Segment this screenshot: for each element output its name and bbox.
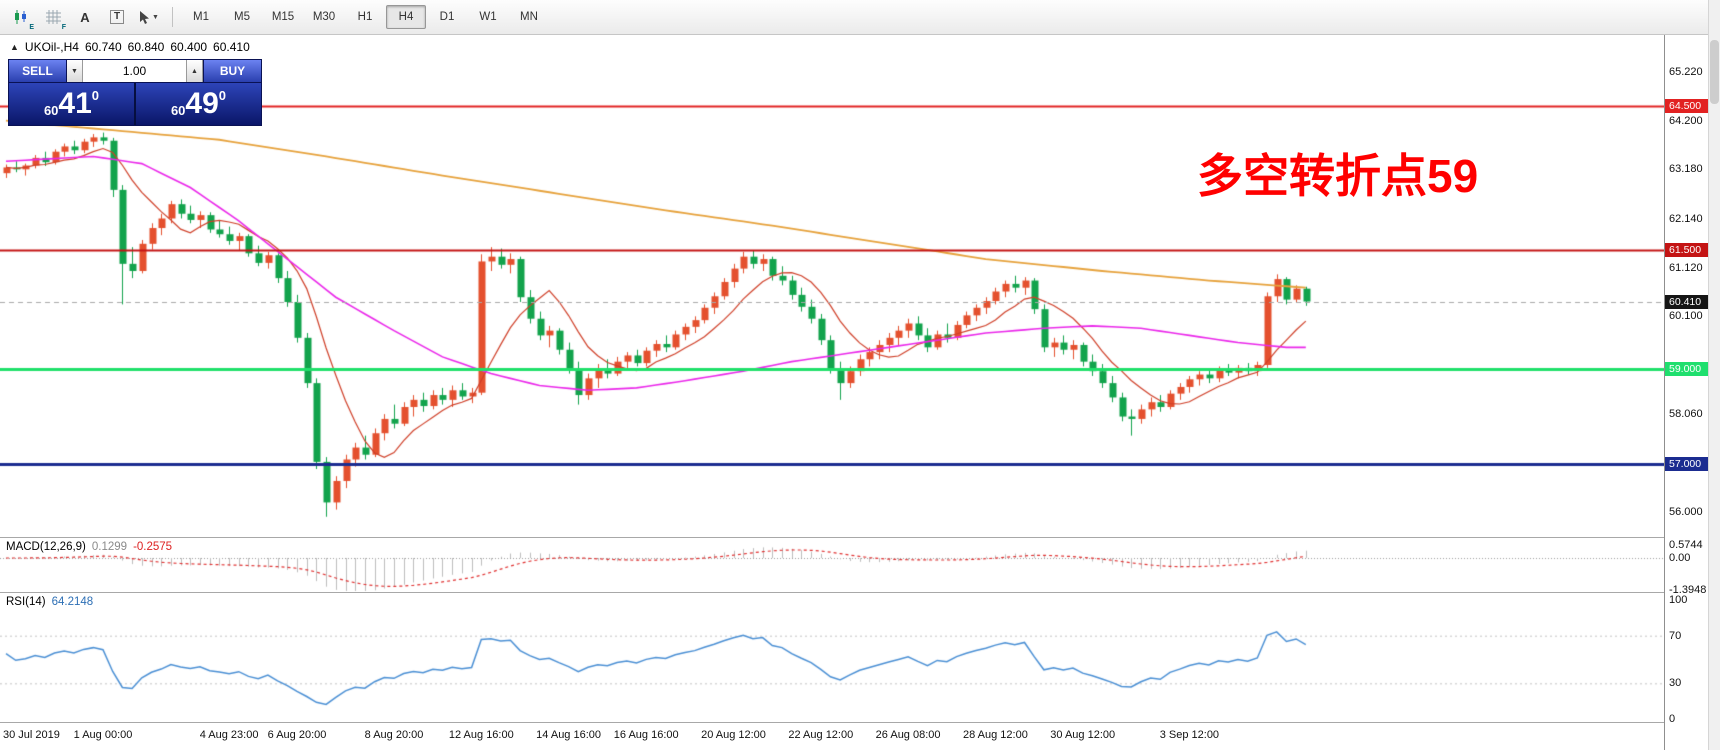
scrollbar-thumb[interactable] [1710, 40, 1719, 104]
buy-button[interactable]: BUY [203, 60, 261, 82]
time-label: 8 Aug 20:00 [364, 729, 424, 741]
volume-input[interactable]: 1.00 [83, 60, 187, 82]
timeframe-button-m30[interactable]: M30 [312, 11, 336, 23]
ohlc-high: 60.840 [127, 40, 165, 54]
time-label: 12 Aug 16:00 [448, 729, 514, 741]
time-label: 4 Aug 23:00 [199, 729, 259, 741]
volume-decrease-button[interactable]: ▼ [67, 60, 83, 82]
time-label: 30 Jul 2019 [3, 729, 60, 741]
price-chart-canvas[interactable] [0, 0, 1664, 750]
candles-glyph [15, 10, 26, 24]
vertical-scrollbar[interactable] [1708, 0, 1720, 750]
bid-price-display[interactable]: 60 41 0 [9, 83, 136, 125]
symbol-period-label: UKOil-,H4 [24, 40, 79, 54]
bid-pips: 41 [58, 87, 92, 120]
timeframe-button-m5[interactable]: M5 [234, 11, 250, 23]
price-axis[interactable]: 65.220 64.200 63.180 62.140 61.120 60.100 58.0… [1665, 0, 1708, 750]
chart-ohlc-header: ▲ UKOil-,H4 60.740 60.840 60.400 60.410 [10, 40, 250, 54]
timeframe-bar: M1 M5 M15 M30 H1 H4 D1 W1 MN [181, 5, 549, 29]
collapse-panel-icon[interactable]: ▲ [10, 42, 19, 52]
grid-icon-sub: F [61, 24, 66, 31]
macd-tick-label: 0.00 [1669, 552, 1691, 564]
price-tick-label: 64.200 [1669, 114, 1703, 127]
price-tick-label: 58.060 [1669, 407, 1703, 420]
grid-icon[interactable]: F [38, 3, 68, 31]
toolbar-separator [172, 7, 173, 27]
time-axis-separator [0, 722, 1708, 723]
price-badge-59.000: 59.000 [1665, 361, 1708, 376]
ohlc-open: 60.740 [84, 40, 122, 54]
volume-increase-button[interactable]: ▲ [187, 60, 203, 82]
price-tick-label: 60.100 [1669, 310, 1703, 323]
macd-name: MACD(12,26,9) [6, 541, 86, 553]
macd-main-value: 0.1299 [91, 541, 128, 553]
time-label: 26 Aug 08:00 [875, 729, 941, 741]
time-label: 3 Sep 12:00 [1159, 729, 1220, 741]
timeframe-button-m15[interactable]: M15 [271, 11, 295, 23]
time-label: 22 Aug 12:00 [788, 729, 854, 741]
rsi-value: 64.2148 [51, 596, 94, 608]
ask-big-figure: 60 [170, 103, 186, 118]
ohlc-close: 60.410 [213, 40, 250, 54]
dropdown-caret-icon: ▼ [152, 13, 159, 21]
cursor-tool-icon[interactable]: ▼ [134, 3, 164, 31]
ask-price-display[interactable]: 60 49 0 [136, 83, 261, 125]
timeframe-button-m1[interactable]: M1 [193, 11, 209, 23]
indicators-icon[interactable]: E [6, 3, 36, 31]
pane-separator-macd[interactable] [0, 537, 1708, 538]
timeframe-button-d1[interactable]: D1 [439, 11, 455, 23]
time-label: 14 Aug 16:00 [536, 729, 602, 741]
time-label: 20 Aug 12:00 [701, 729, 766, 741]
rsi-tick-label: 30 [1669, 677, 1682, 690]
price-tick-label: 61.120 [1669, 261, 1703, 274]
price-badge-64.500: 64.500 [1665, 99, 1708, 114]
macd-signal-value: -0.2575 [133, 541, 173, 553]
time-label: 6 Aug 20:00 [267, 729, 327, 741]
time-label: 16 Aug 16:00 [613, 729, 679, 741]
price-badge-61.500: 61.500 [1665, 242, 1708, 257]
rsi-tick-label: 70 [1669, 629, 1682, 642]
text-label-glyph: A [80, 9, 90, 25]
rsi-name: RSI(14) [6, 596, 46, 608]
toolbar: E F A T ▼ M1 M5 M15 M30 H1 H4 D1 W1 MN [0, 0, 1720, 35]
rsi-pane-label: RSI(14) 64.2148 [6, 596, 93, 608]
time-label: 1 Aug 00:00 [73, 729, 133, 741]
price-tick-label: 62.140 [1669, 212, 1703, 225]
rsi-tick-label: 0 [1669, 713, 1676, 725]
time-label: 28 Aug 12:00 [962, 729, 1028, 741]
one-click-trade-panel: SELL ▼ 1.00 ▲ BUY 60 41 0 60 49 0 [8, 59, 262, 126]
text-box-icon[interactable]: T [102, 3, 132, 31]
text-box-glyph: T [109, 10, 125, 24]
time-axis[interactable]: 30 Jul 2019 1 Aug 00:00 4 Aug 23:00 6 Aug 2… [0, 723, 1664, 750]
price-badge-60.410: 60.410 [1665, 294, 1708, 309]
timeframe-button-h1[interactable]: H1 [357, 11, 373, 23]
pane-separator-rsi[interactable] [0, 592, 1708, 593]
rsi-tick-label: 100 [1669, 594, 1688, 606]
text-label-icon[interactable]: A [70, 3, 100, 31]
cursor-arrow-glyph [140, 10, 150, 24]
grid-glyph [45, 10, 61, 24]
timeframe-button-mn[interactable]: MN [520, 11, 538, 23]
price-tick-label: 63.180 [1669, 163, 1703, 176]
price-badge-57.000: 57.000 [1665, 457, 1708, 472]
bid-point: 0 [91, 88, 100, 103]
price-tick-label: 56.000 [1669, 505, 1703, 518]
ask-pips: 49 [185, 87, 219, 120]
price-tick-label: 65.220 [1669, 66, 1703, 78]
ohlc-low: 60.400 [170, 40, 208, 54]
bid-big-figure: 60 [43, 103, 59, 118]
indicators-icon-sub: E [29, 24, 34, 31]
sell-button[interactable]: SELL [9, 60, 67, 82]
timeframe-button-h4[interactable]: H4 [386, 5, 426, 29]
macd-pane-label: MACD(12,26,9) 0.1299 -0.2575 [6, 541, 172, 553]
macd-tick-label: 0.5744 [1669, 539, 1703, 552]
price-axis-border [1664, 35, 1665, 750]
macd-tick-label: -1.3948 [1669, 583, 1707, 596]
chart-text-annotation[interactable]: 多空转折点59 [1197, 150, 1479, 202]
time-label: 30 Aug 12:00 [1050, 729, 1116, 741]
timeframe-button-w1[interactable]: W1 [479, 11, 497, 23]
ask-point: 0 [218, 88, 227, 103]
